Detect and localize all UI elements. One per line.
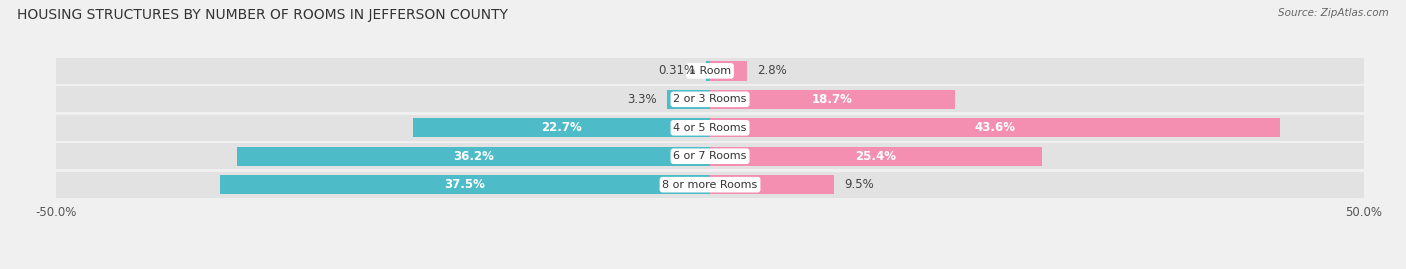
Bar: [56, 143, 1364, 169]
Bar: [219, 175, 710, 194]
Text: 25.4%: 25.4%: [856, 150, 897, 163]
Text: 3.3%: 3.3%: [627, 93, 657, 106]
Bar: [710, 118, 1279, 137]
Bar: [413, 118, 710, 137]
Text: 0.31%: 0.31%: [658, 64, 696, 77]
Text: 1 Room: 1 Room: [689, 66, 731, 76]
Bar: [666, 90, 710, 109]
Text: 36.2%: 36.2%: [453, 150, 494, 163]
Bar: [236, 147, 710, 166]
Bar: [706, 61, 710, 80]
Bar: [710, 147, 1042, 166]
Bar: [710, 90, 955, 109]
Text: 6 or 7 Rooms: 6 or 7 Rooms: [673, 151, 747, 161]
Text: 37.5%: 37.5%: [444, 178, 485, 191]
Text: 9.5%: 9.5%: [845, 178, 875, 191]
Bar: [56, 86, 1364, 112]
Bar: [710, 61, 747, 80]
Text: 2.8%: 2.8%: [756, 64, 787, 77]
Text: 43.6%: 43.6%: [974, 121, 1015, 134]
Text: HOUSING STRUCTURES BY NUMBER OF ROOMS IN JEFFERSON COUNTY: HOUSING STRUCTURES BY NUMBER OF ROOMS IN…: [17, 8, 508, 22]
Legend: Owner-occupied, Renter-occupied: Owner-occupied, Renter-occupied: [574, 264, 846, 269]
Text: 2 or 3 Rooms: 2 or 3 Rooms: [673, 94, 747, 104]
Text: 8 or more Rooms: 8 or more Rooms: [662, 180, 758, 190]
Text: 22.7%: 22.7%: [541, 121, 582, 134]
Text: Source: ZipAtlas.com: Source: ZipAtlas.com: [1278, 8, 1389, 18]
Bar: [56, 172, 1364, 198]
Bar: [56, 115, 1364, 141]
Text: 4 or 5 Rooms: 4 or 5 Rooms: [673, 123, 747, 133]
Text: 18.7%: 18.7%: [811, 93, 852, 106]
Bar: [56, 58, 1364, 84]
Bar: [710, 175, 834, 194]
